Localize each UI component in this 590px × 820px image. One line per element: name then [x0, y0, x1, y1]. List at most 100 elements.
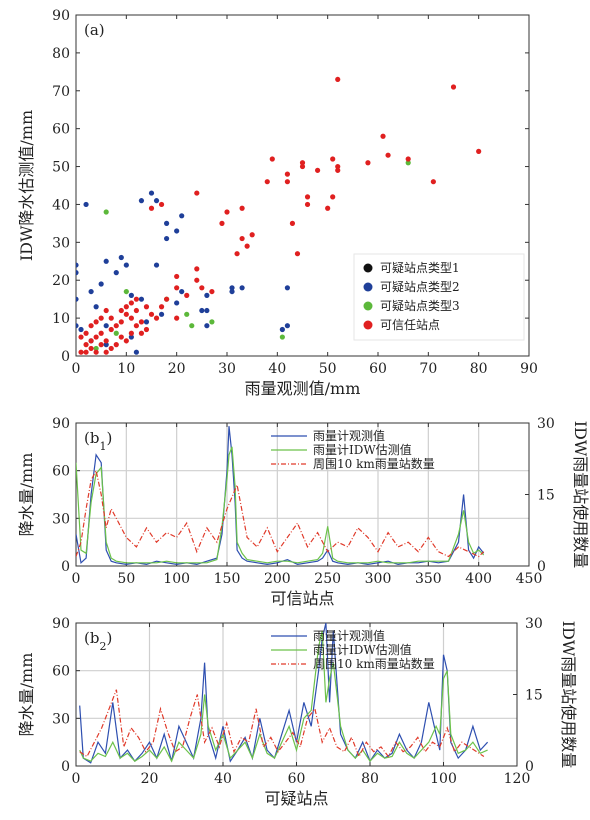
- x-tick-label: 50: [319, 361, 337, 377]
- scatter-point: [113, 323, 119, 329]
- legend-marker: [363, 301, 373, 311]
- panel-b1-line: 0 50 100 150 200 250 300 350 400 450030609001530可…: [17, 416, 590, 608]
- series-line: [76, 446, 485, 564]
- x-tick-label: 450: [516, 571, 543, 587]
- scatter-point: [335, 163, 341, 170]
- scatter-point: [76, 296, 79, 302]
- y-tick-label: 60: [52, 464, 70, 480]
- x-tick-label: 0: [72, 771, 81, 787]
- data-layer: [76, 426, 485, 566]
- scatter-point: [118, 319, 124, 325]
- x-tick-label: 30: [218, 361, 236, 377]
- scatter-point: [239, 205, 245, 211]
- scatter-point: [304, 194, 311, 200]
- scatter-point: [224, 209, 230, 215]
- scatter-point: [143, 304, 150, 310]
- y2-tick-label: 15: [525, 688, 543, 704]
- scatter-point: [98, 330, 104, 336]
- scatter-point: [93, 334, 99, 340]
- series-line: [76, 468, 485, 558]
- scatter-point: [158, 304, 165, 310]
- plot-frame: [75, 14, 530, 357]
- scatter-point: [219, 220, 225, 226]
- scatter-point: [88, 323, 94, 329]
- scatter-point: [284, 323, 290, 329]
- scatter-point: [269, 156, 275, 162]
- x-tick-label: 100: [163, 571, 190, 587]
- scatter-point: [476, 148, 482, 154]
- scatter-point: [194, 190, 200, 196]
- legend-label: 可信任站点: [380, 318, 440, 332]
- scatter-point: [279, 334, 285, 340]
- y-tick-label: 60: [52, 122, 70, 138]
- scatter-point: [430, 179, 436, 185]
- scatter-point: [164, 220, 170, 226]
- scatter-point: [184, 292, 190, 298]
- legend-label: 雨量计观测值: [313, 628, 385, 643]
- scatter-point: [88, 345, 94, 352]
- scatter-point: [330, 194, 336, 200]
- x-tick-label: 0: [72, 361, 81, 377]
- legend-label: 可疑站点类型1: [380, 260, 460, 275]
- y-axis-label: IDW降水估测值/mm: [17, 110, 36, 261]
- y2-tick-label: 0: [537, 559, 546, 575]
- scatter-point: [249, 232, 255, 238]
- panel-label-subscript: 1: [99, 440, 106, 453]
- x-tick-label: 80: [470, 361, 488, 377]
- scatter-point: [93, 345, 99, 352]
- scatter-point: [103, 323, 109, 329]
- x-tick-label: 10: [117, 361, 135, 377]
- scatter-point: [330, 156, 336, 162]
- y2-axis-label: IDW雨量站使用数量: [571, 421, 590, 569]
- scatter-point: [138, 319, 145, 325]
- y-tick-label: 10: [52, 311, 70, 327]
- y-tick-label: 60: [52, 664, 70, 680]
- scatter-point: [118, 307, 124, 314]
- scatter-point: [405, 156, 411, 162]
- scatter-point: [204, 307, 210, 314]
- scatter-point: [229, 285, 235, 291]
- scatter-point: [118, 254, 124, 261]
- legend-marker: [363, 320, 373, 330]
- y2-axis-label: IDW雨量站使用数量: [559, 621, 578, 769]
- scatter-point: [83, 349, 89, 355]
- scatter-point: [365, 160, 371, 166]
- scatter-point: [113, 342, 119, 348]
- y-tick-label: 70: [52, 84, 70, 100]
- scatter-point: [103, 338, 109, 344]
- x-tick-label: 40: [268, 361, 286, 377]
- series-line: [79, 630, 488, 763]
- scatter-point: [335, 76, 341, 83]
- scatter-point: [93, 304, 99, 310]
- legend-label: 雨量计IDW估测值: [313, 442, 412, 457]
- scatter-point: [164, 235, 170, 242]
- x-tick-label: 70: [419, 361, 437, 377]
- scatter-point: [83, 201, 89, 208]
- panel-a-scatter: 0 10 20 30 40 50 60 70 80 90 0 10 20 30 40 50 60 70 80 90 雨量…: [17, 8, 538, 398]
- scatter-point: [98, 342, 104, 348]
- plot-frame: [75, 422, 530, 567]
- scatter-point: [194, 266, 200, 272]
- x-tick-label: 90: [520, 361, 538, 377]
- panel-label: (a): [84, 21, 105, 39]
- y-tick-label: 40: [52, 197, 70, 213]
- scatter-point: [153, 262, 160, 268]
- scatter-point: [209, 319, 215, 325]
- scatter-point: [405, 160, 411, 166]
- x-tick-label: 350: [415, 571, 442, 587]
- scatter-point: [83, 342, 89, 348]
- scatter-point: [128, 315, 134, 321]
- legend-label: 雨量计观测值: [313, 428, 385, 443]
- scatter-point: [325, 205, 331, 211]
- scatter-point: [174, 228, 180, 234]
- scatter-point: [204, 292, 210, 298]
- scatter-point: [78, 326, 84, 333]
- scatter-point: [299, 163, 306, 170]
- scatter-point: [148, 311, 155, 317]
- x-axis-label: 可信站点: [270, 589, 334, 608]
- scatter-point: [204, 323, 210, 329]
- scatter-point: [93, 319, 99, 325]
- y-axis-label: 降水量/mm: [17, 653, 36, 737]
- y-tick-label: 90: [52, 416, 70, 432]
- scatter-point: [98, 281, 104, 287]
